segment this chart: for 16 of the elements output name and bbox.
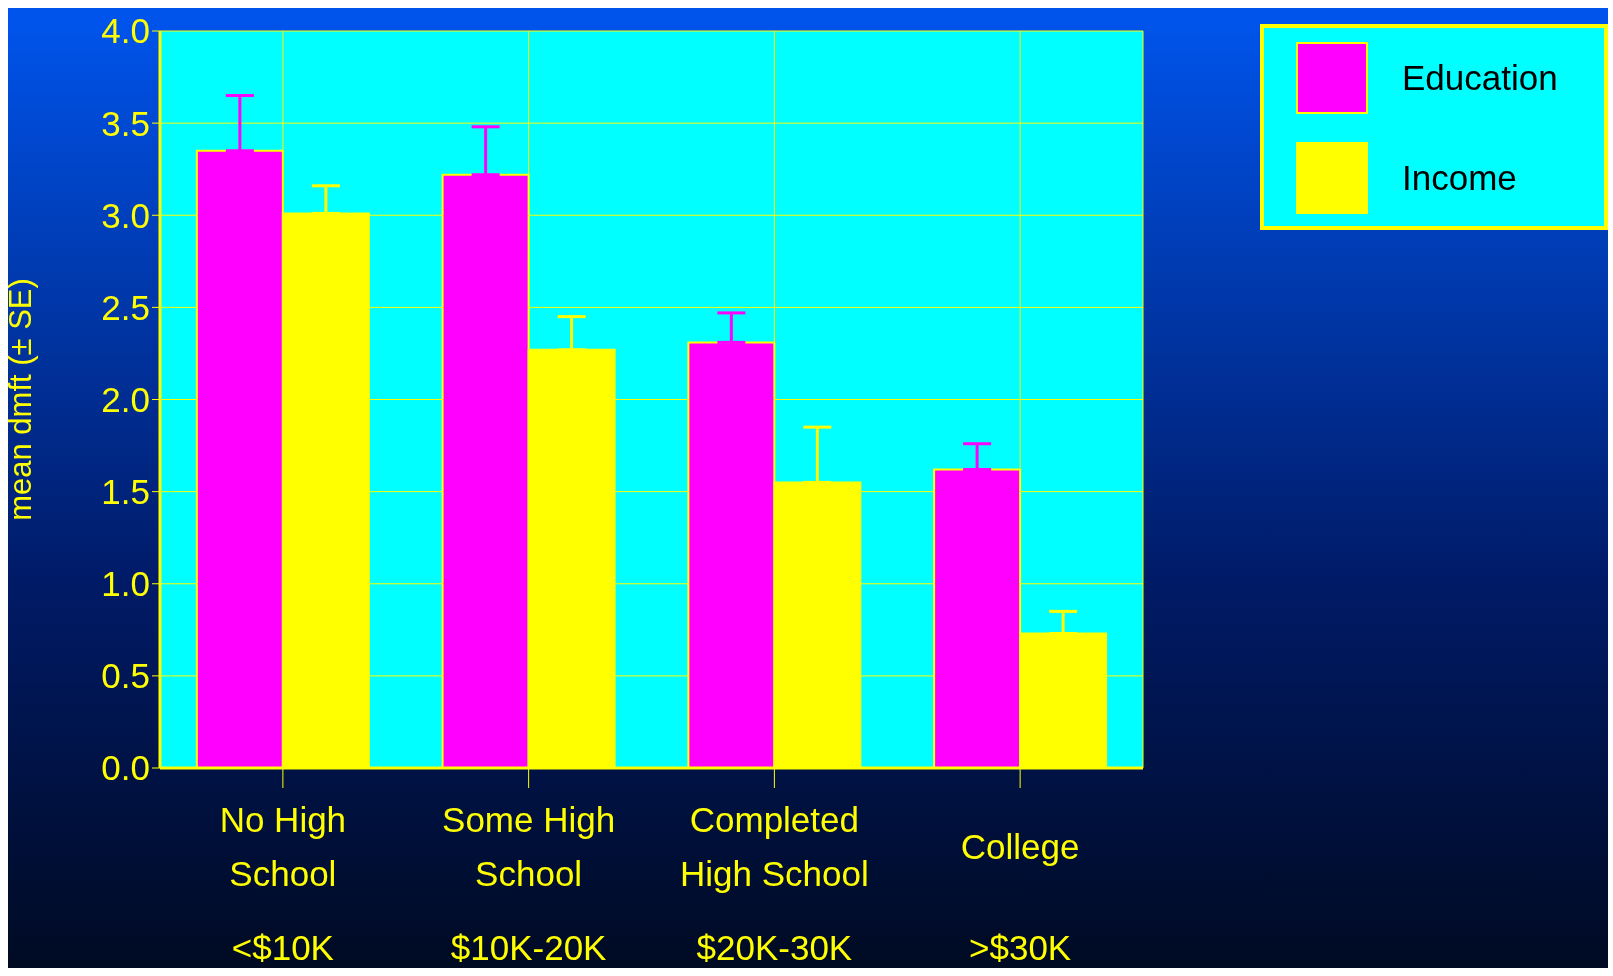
y-tick-label: 1.5 [101, 472, 150, 512]
category-label: College >$30K [960, 827, 1080, 967]
y-axis-title: mean dmft (± SE) [3, 278, 39, 521]
x-tick-label: Completed High School $20K-30K [680, 800, 869, 967]
y-tick-label: 2.0 [101, 379, 150, 419]
y-tick-label: 0.5 [101, 656, 150, 696]
y-tick-label: 4.0 [101, 11, 150, 51]
y-tick-label: 3.5 [101, 103, 150, 143]
legend-label: Income [1402, 158, 1517, 198]
legend-label: Education [1402, 58, 1558, 98]
y-tick-label: 3.0 [101, 195, 150, 235]
y-tick-label: 2.5 [101, 287, 150, 327]
y-tick-label: 0.0 [101, 748, 150, 788]
y-tick-label: 1.0 [101, 564, 150, 604]
x-tick-label: Some High School $10K-20K [442, 800, 616, 967]
x-tick-label: No High School <$10K [219, 800, 347, 967]
